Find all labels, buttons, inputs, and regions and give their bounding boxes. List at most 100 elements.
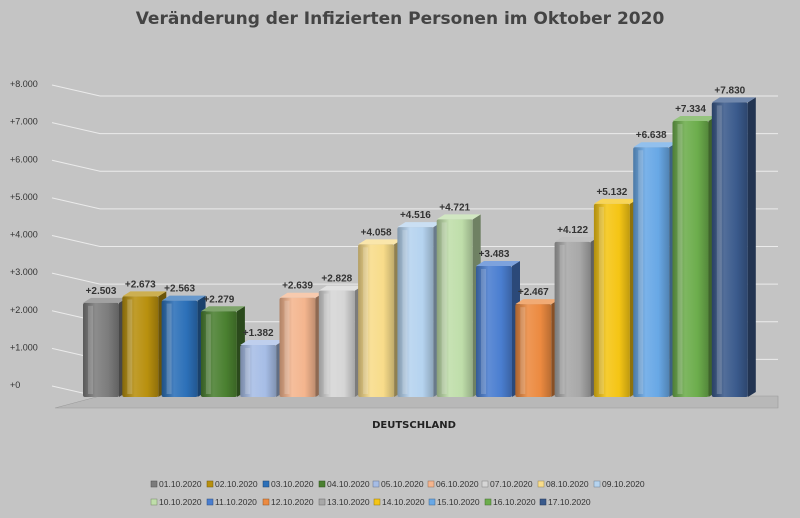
legend-swatch <box>537 480 545 488</box>
y-tick-label: +6.000 <box>10 154 38 164</box>
legend-swatch <box>484 498 492 506</box>
legend-label: 07.10.2020 <box>490 479 533 489</box>
legend-label: 10.10.2020 <box>159 497 202 507</box>
legend-item: 02.10.2020 <box>206 479 258 489</box>
data-label: +2.639 <box>282 281 313 292</box>
x-axis-category-label: DEUTSCHLAND <box>372 420 456 431</box>
legend-item: 11.10.2020 <box>206 497 257 507</box>
bar <box>476 260 520 397</box>
legend-label: 03.10.2020 <box>271 479 314 489</box>
data-label: +4.516 <box>400 210 431 221</box>
legend-label: 15.10.2020 <box>437 497 480 507</box>
legend-swatch <box>318 498 326 506</box>
legend-label: 12.10.2020 <box>271 497 314 507</box>
legend-label: 05.10.2020 <box>381 479 424 489</box>
data-labels: +2.503 +2.673 +2.563 +2.279 +1.382 +2.639 +2.8… <box>86 85 746 339</box>
legend-swatch <box>539 498 547 506</box>
y-tick-label: +0 <box>10 380 20 390</box>
legend-swatch <box>373 498 381 506</box>
data-label: +2.279 <box>203 294 234 305</box>
legend-label: 14.10.2020 <box>382 497 425 507</box>
bar <box>161 295 206 397</box>
legend-swatch <box>318 480 326 488</box>
data-label: +4.058 <box>361 227 392 238</box>
legend-item: 16.10.2020 <box>484 497 536 507</box>
bars <box>83 97 756 398</box>
legend-item: 04.10.2020 <box>318 479 370 489</box>
bar <box>672 116 717 397</box>
legend-item: 14.10.2020 <box>373 497 425 507</box>
y-axis: +0 +1.000 +2.000 +3.000 +4.000 +5.000 +6.000 +7… <box>10 79 38 390</box>
gridline <box>51 159 778 172</box>
data-label: +2.673 <box>125 279 156 290</box>
data-label: +1.382 <box>243 328 274 339</box>
legend-item: 10.10.2020 <box>150 497 202 507</box>
bar <box>711 97 756 398</box>
legend-item: 07.10.2020 <box>481 479 533 489</box>
bar <box>240 340 285 397</box>
gridlines <box>51 84 778 398</box>
data-label: +7.334 <box>675 104 706 115</box>
y-tick-label: +5.000 <box>10 192 38 202</box>
legend-label: 13.10.2020 <box>327 497 370 507</box>
y-tick-label: +4.000 <box>10 230 38 240</box>
legend-label: 16.10.2020 <box>493 497 536 507</box>
legend-item: 05.10.2020 <box>372 479 424 489</box>
legend-item: 17.10.2020 <box>539 497 591 507</box>
bar <box>633 142 678 397</box>
legend-swatch <box>262 498 270 506</box>
data-label: +4.721 <box>439 202 470 213</box>
chart-title: Veränderung der Infizierten Personen im … <box>136 9 665 29</box>
y-tick-label: +1.000 <box>10 342 38 352</box>
chart-floor <box>54 395 779 409</box>
legend-item: 08.10.2020 <box>537 479 589 489</box>
legend-item: 13.10.2020 <box>318 497 370 507</box>
bar <box>554 236 599 397</box>
bar <box>515 299 560 397</box>
bar <box>83 297 127 397</box>
legend-label: 09.10.2020 <box>602 479 645 489</box>
y-tick-label: +2.000 <box>10 305 38 315</box>
bar <box>436 214 481 397</box>
bar <box>318 285 363 397</box>
bar <box>122 291 167 397</box>
data-label: +7.830 <box>714 85 745 96</box>
legend-item: 03.10.2020 <box>262 479 314 489</box>
gridline <box>51 84 778 97</box>
data-label: +3.483 <box>479 249 510 260</box>
legend-swatch <box>262 480 270 488</box>
gridline <box>51 272 778 285</box>
bar <box>397 222 442 397</box>
legend-item: 15.10.2020 <box>428 497 480 507</box>
legend-swatch <box>427 480 435 488</box>
legend-label: 08.10.2020 <box>546 479 589 489</box>
y-tick-label: +3.000 <box>10 267 38 277</box>
data-label: +6.638 <box>636 130 667 141</box>
gridline <box>51 122 778 135</box>
legend-label: 17.10.2020 <box>548 497 591 507</box>
legend: 01.10.2020 02.10.2020 03.10.2020 04.10.2020… <box>150 479 645 507</box>
legend-swatch <box>150 498 158 506</box>
data-label: +2.828 <box>321 274 352 285</box>
bar <box>279 292 324 397</box>
data-label: +2.467 <box>518 287 549 298</box>
legend-label: 06.10.2020 <box>436 479 479 489</box>
y-tick-label: +7.000 <box>10 117 38 127</box>
legend-item: 06.10.2020 <box>427 479 479 489</box>
legend-swatch <box>481 480 489 488</box>
data-label: +4.122 <box>557 225 588 236</box>
legend-swatch <box>150 480 158 488</box>
bar <box>593 198 638 397</box>
data-label: +2.503 <box>86 286 117 297</box>
legend-label: 11.10.2020 <box>215 497 257 507</box>
legend-swatch <box>372 480 380 488</box>
legend-item: 09.10.2020 <box>593 479 645 489</box>
gridline <box>51 235 778 247</box>
legend-item: 01.10.2020 <box>150 479 202 489</box>
legend-item: 12.10.2020 <box>262 497 314 507</box>
legend-label: 02.10.2020 <box>215 479 258 489</box>
gridline <box>51 197 778 210</box>
legend-swatch <box>593 480 601 488</box>
legend-swatch <box>206 498 214 506</box>
